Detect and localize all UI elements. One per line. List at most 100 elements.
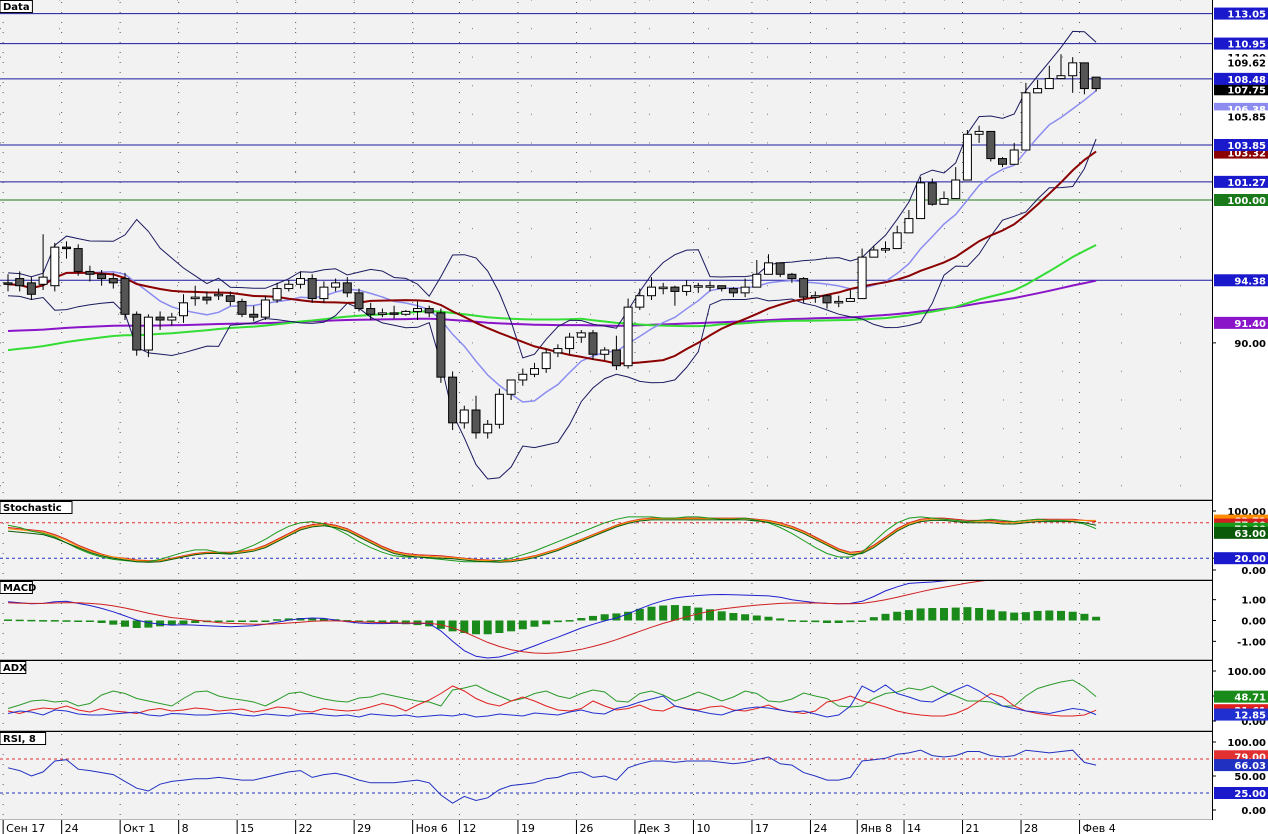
candle-body [448,376,458,424]
panel-title-text: Stochastic [3,503,62,514]
candle-body [939,198,949,205]
candle [1056,54,1066,80]
candle-body [635,295,645,308]
candle [155,311,165,330]
macd-histogram-bar [823,620,831,623]
candle [810,291,820,303]
candle-body [974,130,984,135]
adx-line [7,684,1097,718]
candle-body [108,278,118,284]
candle-body [799,278,809,298]
candle [682,280,692,296]
candle-body [892,232,902,250]
candle [670,285,680,306]
panel-title-text: ADX [3,663,27,674]
price-value-label-text: 91.40 [1234,319,1266,330]
macd-histogram-bar [904,610,913,621]
level-value-label-text: 113.05 [1227,10,1266,21]
macd-histogram-bar [869,617,878,621]
candle [73,244,83,276]
candle [494,388,504,429]
candle [998,157,1007,168]
candle-body [307,278,317,300]
candle [576,330,586,343]
stoch-value-label-bg [1214,526,1268,539]
candle-body [904,218,914,234]
candle [331,278,341,292]
price-value-label-text: 105.85 [1227,112,1266,123]
level-value-label-bg [1214,7,1268,20]
adx-value-label: 48.71 [1214,690,1268,704]
macd-histogram-bar [472,620,480,635]
candle-body [787,273,797,280]
stoch-level-label: 20.00 [1214,552,1268,565]
candle [892,225,902,250]
rsi-axis-label: 50.00 [1234,772,1266,783]
candle [225,291,235,306]
candle [530,362,539,378]
macd-axis-label: 1.00 [1241,596,1266,607]
candle-body [260,299,270,318]
candle-body [1091,76,1101,90]
candle-body [553,348,563,354]
candle [623,298,633,369]
level-value-label: 100.00 [1214,194,1268,207]
candle-body [740,286,750,294]
macd-histogram-bar [834,620,843,623]
macd-histogram-bar [928,608,937,621]
macd-histogram-bar [27,619,36,622]
right-axis-labels: 90.00110.00109.62107.75106.38105.85103.3… [1212,7,1268,817]
candle [471,395,481,439]
candle-body [845,298,855,302]
macd-line [7,581,949,659]
panel-title: Stochastic [0,501,73,514]
candle-body [927,182,937,205]
panel-title-box [0,581,33,594]
candle [459,405,469,429]
candle [1091,76,1101,92]
candle-body [15,278,25,287]
adx-value-label: 12.85 [1214,708,1268,722]
macd-histogram-bar [1092,616,1101,621]
stoch-line [7,518,1097,562]
candle [881,241,890,253]
candle-body [342,282,352,294]
macd-histogram-bar [448,620,457,632]
level-value-label-text: 100.00 [1227,196,1266,207]
x-tick-label: 10 [696,822,710,834]
candle-body [3,282,13,285]
macd-histogram-bar [191,620,200,623]
candle-body [857,256,867,300]
candle [448,371,458,430]
x-tick-label: 24 [65,822,79,834]
macd-histogram-bar [612,613,621,621]
stoch-line [7,516,1097,563]
bollinger-lower [7,138,1097,480]
candle [62,241,71,259]
candle-body [377,312,387,315]
candle [845,290,855,302]
x-tick-label: 12 [462,822,476,834]
candle-body [436,312,446,378]
candle [1068,57,1078,93]
x-tick-label: 17 [755,822,769,834]
macd-histogram-bar [542,620,551,625]
candle-body [413,308,422,312]
candle-body [541,352,551,370]
candle [167,312,177,326]
candle-body [705,285,715,288]
candle-body [97,273,107,280]
x-tick-label: 14 [907,822,921,834]
adx-panel [7,679,1097,718]
candle-body [1021,92,1031,151]
level-value-label-text: 108.48 [1227,75,1266,86]
macd-histogram-bar [85,620,94,622]
candle-body [85,270,95,275]
macd-histogram-bar [261,620,270,622]
candle-body [120,278,130,315]
candle-body [752,273,762,288]
candle [108,272,118,289]
candle-body [728,288,738,294]
candle [1009,142,1019,165]
macd-histogram-bar [600,614,609,621]
